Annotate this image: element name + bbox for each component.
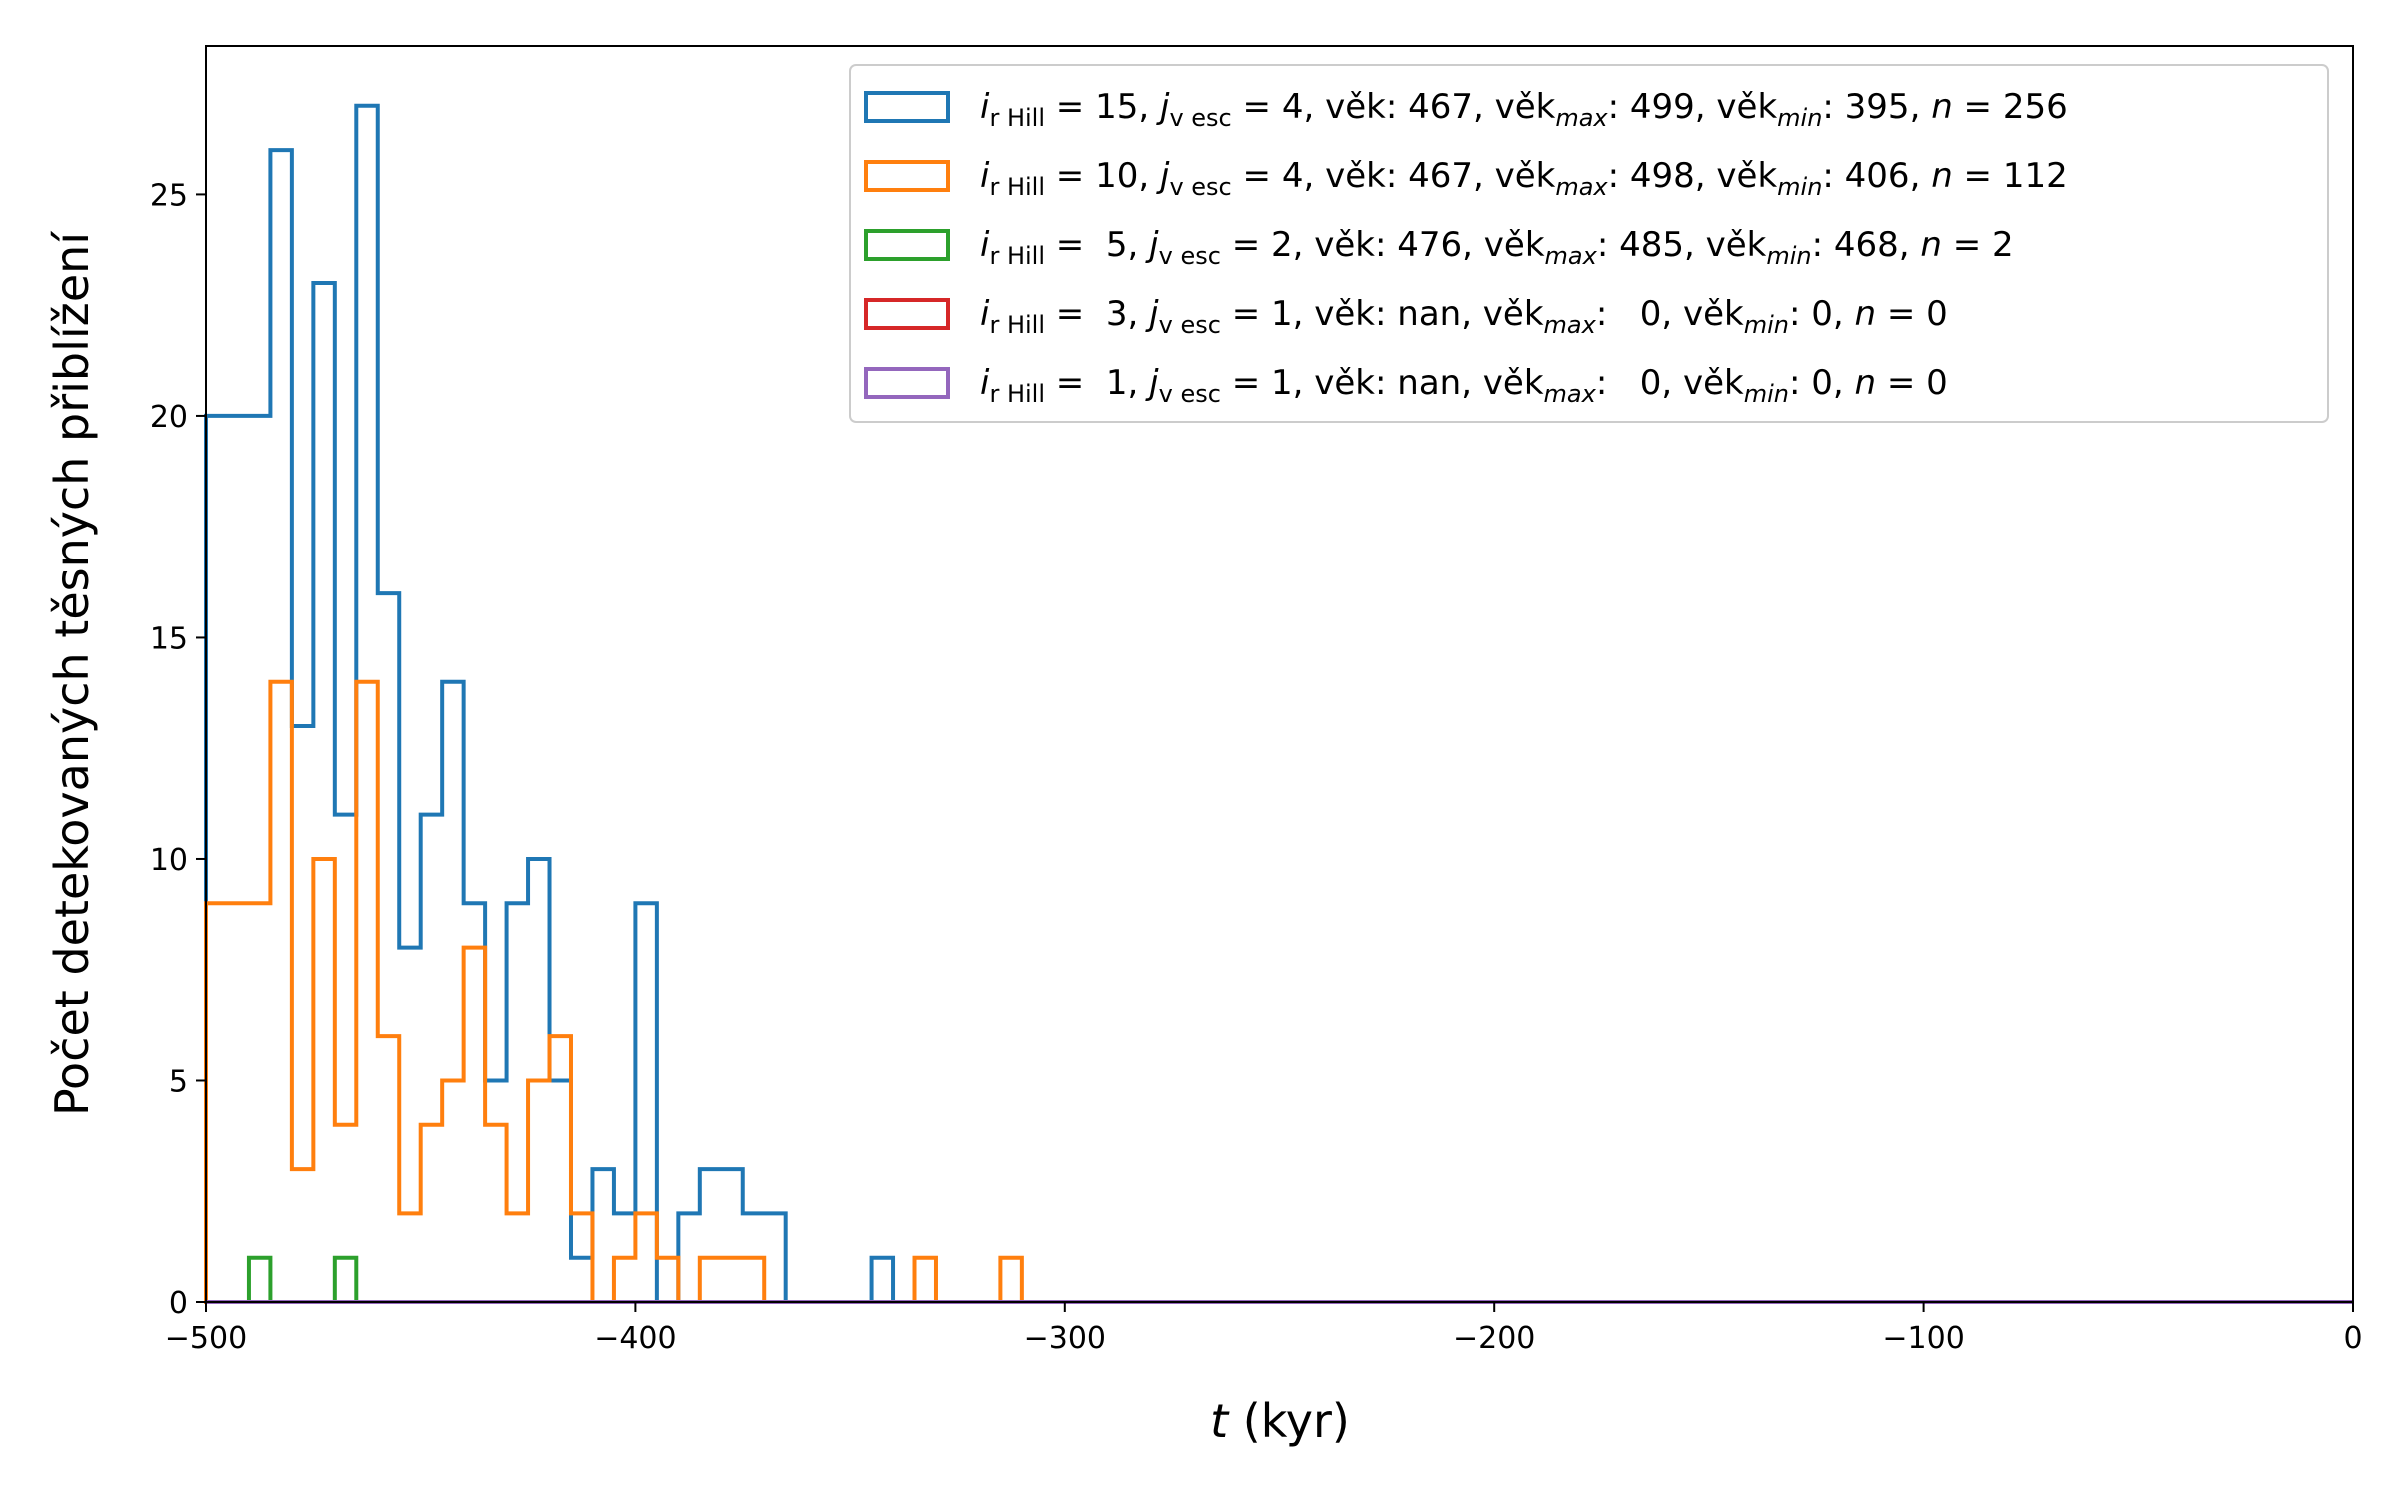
x-tick-label: −400 — [594, 1321, 676, 1356]
x-axis-label-var: t — [1210, 1394, 1230, 1448]
x-tick-label: −200 — [1453, 1321, 1535, 1356]
legend-j-symbol: j — [1145, 363, 1159, 403]
legend-j-value-and-age: = 1, věk: nan, věk — [1221, 294, 1544, 334]
legend-i-symbol: i — [980, 294, 990, 334]
legend-age-min-value: : 0, — [1789, 363, 1855, 403]
x-tick-label: −100 — [1882, 1321, 1964, 1356]
legend-min-subscript: min — [1744, 311, 1789, 339]
legend-n-symbol: n — [1931, 156, 1953, 196]
x-axis-label-unit: (kyr) — [1228, 1394, 1350, 1448]
y-tick-label: 15 — [150, 621, 188, 656]
legend-entry-3: ir Hill = 3, jv esc = 1, věk: nan, věkma… — [980, 294, 1948, 339]
legend-v-esc-subscript: v esc — [1159, 380, 1221, 408]
legend: ir Hill = 15, jv esc = 4, věk: 467, věkm… — [849, 64, 2329, 423]
x-tick-label: −300 — [1024, 1321, 1106, 1356]
legend-n-symbol: n — [1920, 225, 1942, 265]
ticks-layer: −500 −400 −300 −200 −100 0 0 5 10 15 20 25 — [150, 178, 2363, 1356]
legend-age-max-value: : 498, věk — [1608, 156, 1778, 196]
legend-max-subscript: max — [1545, 242, 1598, 270]
legend-min-subscript: min — [1744, 380, 1789, 408]
legend-i-symbol: i — [980, 363, 990, 403]
legend-age-min-value: : 395, — [1822, 87, 1931, 127]
x-axis-label: t (kyr) — [1210, 1394, 1350, 1448]
y-tick-label: 25 — [150, 178, 188, 213]
legend-swatch-4 — [864, 367, 950, 399]
legend-v-esc-subscript: v esc — [1169, 173, 1231, 201]
legend-r-hill-subscript: r Hill — [989, 104, 1045, 132]
legend-n-value: = 0 — [1876, 363, 1948, 403]
y-axis-label: Počet detekovaných těsných přiblížení — [45, 231, 99, 1116]
legend-age-max-value: : 499, věk — [1608, 87, 1778, 127]
legend-j-symbol: j — [1156, 87, 1170, 127]
legend-entry-0: ir Hill = 15, jv esc = 4, věk: 467, věkm… — [980, 87, 2068, 132]
legend-j-value-and-age: = 2, věk: 476, věk — [1221, 225, 1545, 265]
legend-age-max-value: : 0, věk — [1596, 294, 1744, 334]
legend-swatch-3 — [864, 298, 950, 330]
legend-min-subscript: min — [1766, 242, 1811, 270]
legend-max-subscript: max — [1544, 380, 1597, 408]
legend-i-value: = 10, — [1045, 156, 1160, 196]
legend-i-value: = 3, — [1045, 294, 1149, 334]
legend-n-value: = 0 — [1876, 294, 1948, 334]
legend-swatch-2 — [864, 229, 950, 261]
legend-v-esc-subscript: v esc — [1159, 311, 1221, 339]
legend-i-value: = 5, — [1045, 225, 1149, 265]
legend-v-esc-subscript: v esc — [1159, 242, 1221, 270]
legend-j-symbol: j — [1145, 225, 1159, 265]
legend-entry-2: ir Hill = 5, jv esc = 2, věk: 476, věkma… — [980, 225, 2014, 270]
legend-n-symbol: n — [1854, 294, 1876, 334]
legend-n-value: = 2 — [1942, 225, 2014, 265]
legend-n-value: = 256 — [1953, 87, 2068, 127]
legend-i-symbol: i — [980, 225, 990, 265]
legend-max-subscript: max — [1555, 173, 1608, 201]
legend-r-hill-subscript: r Hill — [989, 173, 1045, 201]
legend-min-subscript: min — [1777, 173, 1822, 201]
legend-n-symbol: n — [1854, 363, 1876, 403]
legend-box — [849, 64, 2329, 423]
legend-r-hill-subscript: r Hill — [989, 242, 1045, 270]
y-tick-label: 5 — [169, 1064, 188, 1099]
y-tick-label: 10 — [150, 843, 188, 878]
legend-i-symbol: i — [980, 156, 990, 196]
legend-swatch-0 — [864, 91, 950, 123]
y-tick-label: 20 — [150, 400, 188, 435]
legend-i-symbol: i — [980, 87, 990, 127]
legend-min-subscript: min — [1777, 104, 1822, 132]
legend-n-value: = 112 — [1953, 156, 2068, 196]
legend-i-value: = 1, — [1045, 363, 1149, 403]
legend-entry-4: ir Hill = 1, jv esc = 1, věk: nan, věkma… — [980, 363, 1948, 408]
legend-j-symbol: j — [1156, 156, 1170, 196]
y-tick-label: 0 — [169, 1286, 188, 1321]
legend-n-symbol: n — [1931, 87, 1953, 127]
legend-entry-1: ir Hill = 10, jv esc = 4, věk: 467, věkm… — [980, 156, 2068, 201]
legend-r-hill-subscript: r Hill — [989, 311, 1045, 339]
legend-swatch-1 — [864, 160, 950, 192]
legend-j-value-and-age: = 4, věk: 467, věk — [1232, 87, 1556, 127]
legend-r-hill-subscript: r Hill — [989, 380, 1045, 408]
x-tick-label: 0 — [2343, 1321, 2362, 1356]
legend-max-subscript: max — [1555, 104, 1608, 132]
legend-v-esc-subscript: v esc — [1169, 104, 1231, 132]
legend-age-min-value: : 406, — [1822, 156, 1931, 196]
legend-age-min-value: : 468, — [1812, 225, 1921, 265]
legend-j-symbol: j — [1145, 294, 1159, 334]
legend-j-value-and-age: = 4, věk: 467, věk — [1232, 156, 1556, 196]
legend-age-max-value: : 0, věk — [1596, 363, 1744, 403]
legend-max-subscript: max — [1544, 311, 1597, 339]
legend-age-min-value: : 0, — [1789, 294, 1855, 334]
axes-frame — [205, 45, 2354, 1303]
legend-age-max-value: : 485, věk — [1597, 225, 1767, 265]
legend-j-value-and-age: = 1, věk: nan, věk — [1221, 363, 1544, 403]
legend-i-value: = 15, — [1045, 87, 1160, 127]
x-tick-label: −500 — [165, 1321, 247, 1356]
